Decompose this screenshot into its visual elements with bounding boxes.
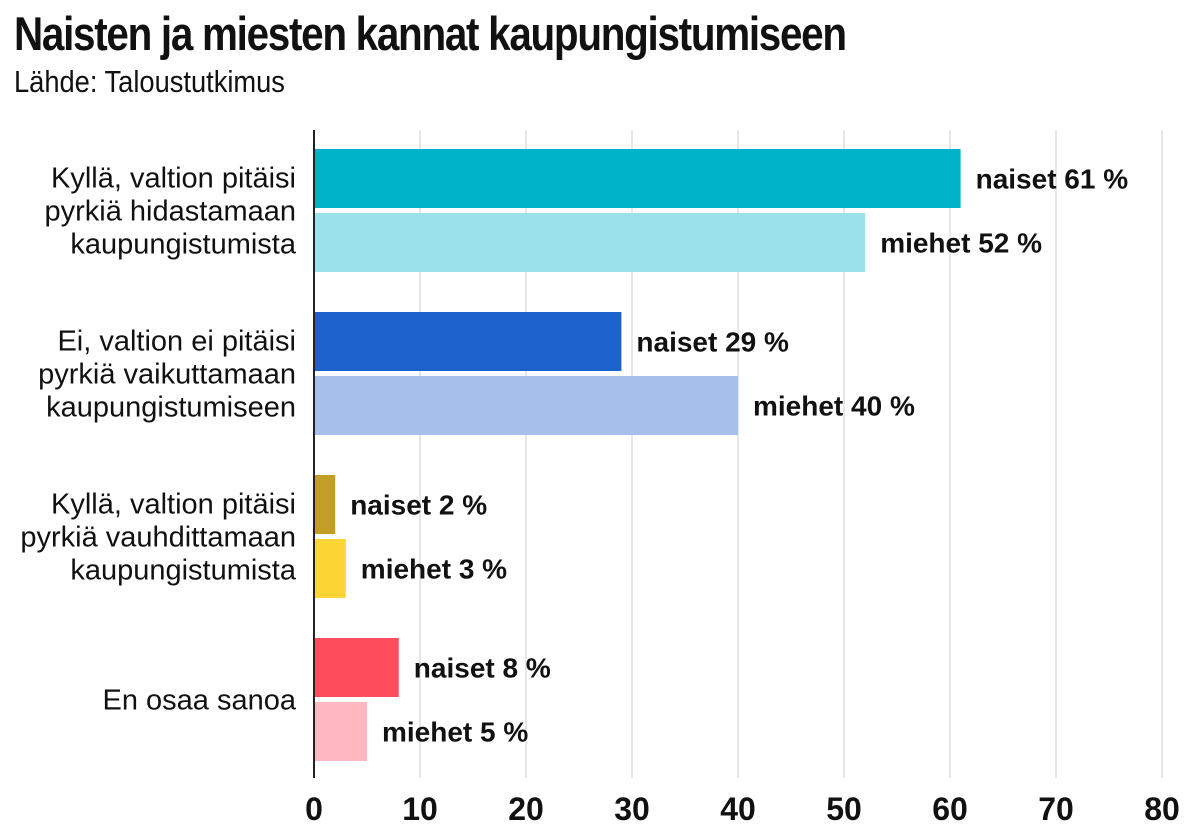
bar [314, 702, 367, 761]
bar-value-label: miehet 52 % [880, 228, 1042, 259]
bar-value-label: naiset 2 % [350, 490, 487, 521]
category-label: kaupungistumista [70, 555, 297, 587]
bar [314, 376, 738, 435]
category-label: Ei, valtion ei pitäisi [57, 326, 296, 358]
bar [314, 149, 961, 208]
x-tick-label: 50 [826, 791, 862, 827]
category-label: pyrkiä vaikuttamaan [38, 359, 296, 391]
bar [314, 312, 622, 371]
category-label: pyrkiä hidastamaan [45, 196, 296, 228]
category-label: En osaa sanoa [103, 685, 297, 717]
category-label: Kyllä, valtion pitäisi [51, 163, 296, 195]
x-tick-label: 0 [305, 791, 323, 827]
category-label: kaupungistumista [70, 229, 297, 261]
x-tick-label: 30 [614, 791, 650, 827]
chart-subtitle: Lähde: Taloustutkimus [14, 64, 285, 99]
bar [314, 475, 336, 534]
bar-value-label: miehet 5 % [382, 717, 528, 748]
category-label: Kyllä, valtion pitäisi [51, 489, 296, 521]
x-tick-label: 10 [402, 791, 438, 827]
x-tick-label: 60 [932, 791, 968, 827]
bar-value-label: miehet 40 % [753, 391, 915, 422]
bar-value-label: miehet 3 % [361, 554, 507, 585]
bar [314, 539, 346, 598]
category-label: kaupungistumiseen [46, 392, 296, 424]
category-label: pyrkiä vauhdittamaan [20, 522, 296, 554]
x-tick-label: 70 [1038, 791, 1074, 827]
bar-value-label: naiset 29 % [636, 327, 789, 358]
bar [314, 638, 399, 697]
x-tick-label: 80 [1144, 791, 1180, 827]
bar-value-label: naiset 61 % [976, 164, 1129, 195]
bar-value-label: naiset 8 % [414, 653, 551, 684]
x-tick-label: 20 [508, 791, 544, 827]
bar [314, 213, 866, 272]
chart-title: Naisten ja miesten kannat kaupungistumis… [14, 7, 847, 60]
x-tick-label: 40 [720, 791, 756, 827]
